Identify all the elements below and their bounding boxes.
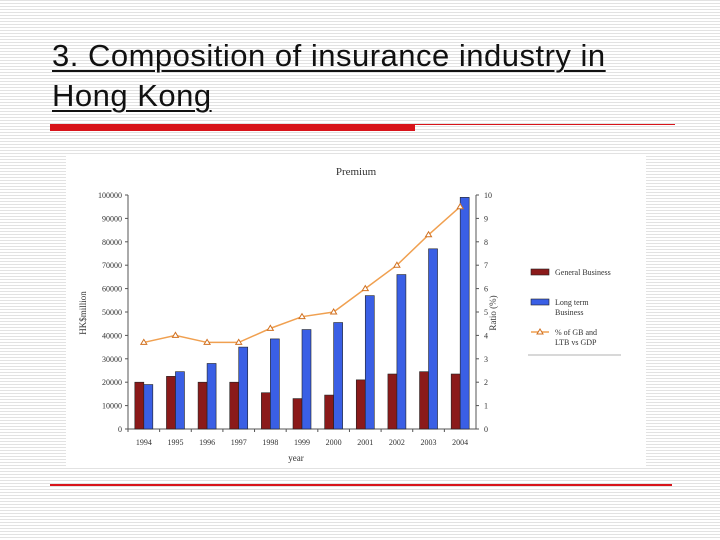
legend-label: General Business [555,268,611,277]
bar-general-business-1995 [166,376,176,430]
bar-general-business-2002 [387,373,398,430]
x-tick-label: 2001 [357,438,373,447]
ratio-point-1998 [266,324,275,331]
x-tick-label: 2002 [389,438,405,447]
ratio-point-1994 [139,338,148,345]
left-y-axis: 0 10000 20000 30000 40000 50000 60000 70000 8000… [98,191,129,434]
bar-general-business-2000 [324,394,334,430]
slide-title: 3. Composition of insurance industry in … [52,38,606,113]
ratio-point-1996 [203,338,211,345]
legend-swatch [530,268,550,276]
bar-long-term-business-1996 [206,363,217,430]
chart-panel: Premium 0 10000 20000 30000 40000 50000 60000 7… [66,155,646,467]
right-tick-label: 4 [484,331,488,340]
bar-series [134,197,470,430]
ratio-point-2003 [424,230,433,238]
left-tick-label: 60000 [102,285,122,294]
right-tick-label: 1 [484,402,488,411]
bar-long-term-business-1999 [301,329,312,430]
ratio-point-2002 [393,261,401,268]
x-tick-label: 1998 [262,438,278,447]
bar-general-business-1997 [229,381,240,430]
right-axis-label: Ratio (%) [488,295,498,330]
ratio-line-series [139,202,465,345]
left-tick-label: 90000 [102,214,122,223]
right-tick-label: 9 [484,214,488,223]
x-axis-label: year [288,453,304,463]
left-tick-label: 80000 [102,238,122,247]
right-tick-label: 2 [484,378,488,387]
bar-long-term-business-2001 [364,295,375,430]
title-accent-bar [50,124,415,131]
footer-rule [50,484,672,486]
right-tick-label: 5 [484,308,488,317]
bar-long-term-business-1997 [238,346,249,430]
bar-long-term-business-2003 [428,248,438,430]
bar-long-term-business-1995 [175,371,185,430]
bar-general-business-2004 [450,373,461,430]
ratio-point-2000 [329,308,338,315]
bar-long-term-business-1994 [143,384,154,430]
x-tick-label: 1995 [167,438,183,447]
bar-long-term-business-2004 [459,197,470,430]
ratio-point-2001 [361,284,370,292]
ratio-line [143,206,461,344]
left-tick-label: 40000 [102,331,122,340]
x-tick-label: 2004 [452,438,468,447]
bar-general-business-1996 [197,381,208,430]
ratio-point-1997 [234,338,243,345]
left-tick-label: 100000 [98,191,122,200]
x-tick-label: 2003 [421,438,437,447]
left-tick-label: 20000 [102,378,122,387]
x-axis: 1994 1995 1996 1997 1998 1999 2000 2001 2002 2003… [127,428,476,447]
right-tick-label: 10 [484,191,492,200]
ratio-point-1999 [298,312,306,320]
bar-general-business-1998 [261,392,271,430]
x-tick-label: 1996 [199,438,215,447]
bar-general-business-1999 [292,398,303,430]
legend-label: % of GB and LTB vs GDP [555,328,597,347]
right-tick-label: 7 [484,261,488,270]
bar-general-business-1994 [134,381,145,430]
bar-long-term-business-1998 [270,338,280,430]
x-tick-label: 2000 [326,438,342,447]
bar-general-business-2001 [355,379,366,430]
right-tick-label: 3 [484,355,488,364]
left-tick-label: 10000 [102,402,122,411]
bar-long-term-business-2000 [333,322,343,430]
left-tick-label: 70000 [102,261,122,270]
legend-swatch [530,298,550,306]
left-tick-label: 50000 [102,308,122,317]
chart-legend: General Business Long term Business % of GB… [528,268,621,356]
title-accent-line [415,124,675,125]
legend-marker [536,328,544,335]
chart-title: Premium [336,166,377,178]
left-axis-label: HK$million [78,291,88,335]
x-tick-label: 1999 [294,438,310,447]
left-tick-label: 0 [118,425,122,434]
bar-general-business-2003 [419,371,429,430]
right-tick-label: 8 [484,238,488,247]
left-tick-label: 30000 [102,355,122,364]
x-tick-label: 1997 [231,438,247,447]
ratio-point-1995 [171,331,180,338]
x-tick-label: 1994 [136,438,152,447]
legend-label: Long term Business [555,298,589,317]
right-tick-label: 6 [484,285,488,294]
bar-long-term-business-2002 [396,274,407,430]
right-y-axis: 0 1 2 3 4 5 6 7 8 9 10 [475,191,492,434]
premium-chart: Premium 01000020000300004000050000600007… [78,166,621,463]
ratio-point-2004 [456,202,465,210]
right-tick-label: 0 [484,425,488,434]
